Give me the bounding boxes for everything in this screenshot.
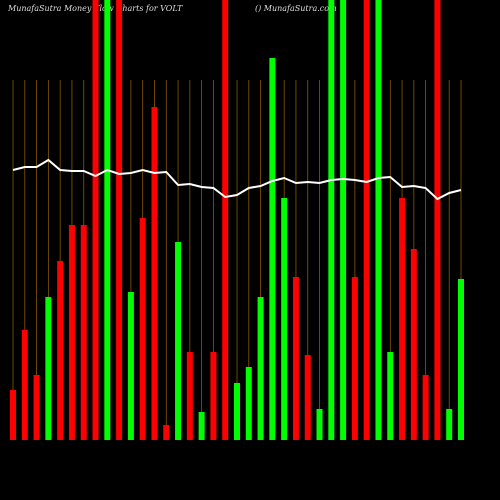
chart-subtitle: () MunafaSutra.com xyxy=(255,4,337,13)
bar xyxy=(387,352,394,440)
bar xyxy=(45,297,52,440)
bar xyxy=(151,107,158,440)
bar xyxy=(434,0,441,440)
bar xyxy=(351,277,358,440)
bar xyxy=(446,409,453,440)
bar xyxy=(68,225,75,440)
bar xyxy=(116,0,123,440)
bar xyxy=(281,198,288,440)
bar xyxy=(222,0,229,440)
moving-average-line xyxy=(12,158,462,201)
bar xyxy=(234,383,240,440)
bar xyxy=(57,261,64,440)
bar xyxy=(257,297,264,440)
bar xyxy=(363,0,370,440)
bar xyxy=(127,292,134,440)
bar xyxy=(186,352,193,440)
bar xyxy=(10,390,16,440)
bar xyxy=(21,330,28,440)
bar xyxy=(328,0,335,440)
bar xyxy=(269,58,276,440)
bar xyxy=(375,0,382,440)
bar xyxy=(292,277,299,440)
bar xyxy=(33,375,40,440)
bar xyxy=(458,279,464,440)
bar xyxy=(399,198,406,440)
bar xyxy=(316,409,323,440)
bar xyxy=(163,425,170,440)
bar xyxy=(198,412,205,440)
bar xyxy=(210,352,217,440)
bar xyxy=(104,0,111,440)
bar xyxy=(175,242,182,440)
bar xyxy=(340,0,347,440)
bar xyxy=(422,375,429,440)
bar xyxy=(304,355,311,440)
bar xyxy=(410,249,417,440)
bar xyxy=(92,0,99,440)
bar xyxy=(80,225,87,440)
bar xyxy=(245,367,252,440)
bar xyxy=(139,218,146,440)
